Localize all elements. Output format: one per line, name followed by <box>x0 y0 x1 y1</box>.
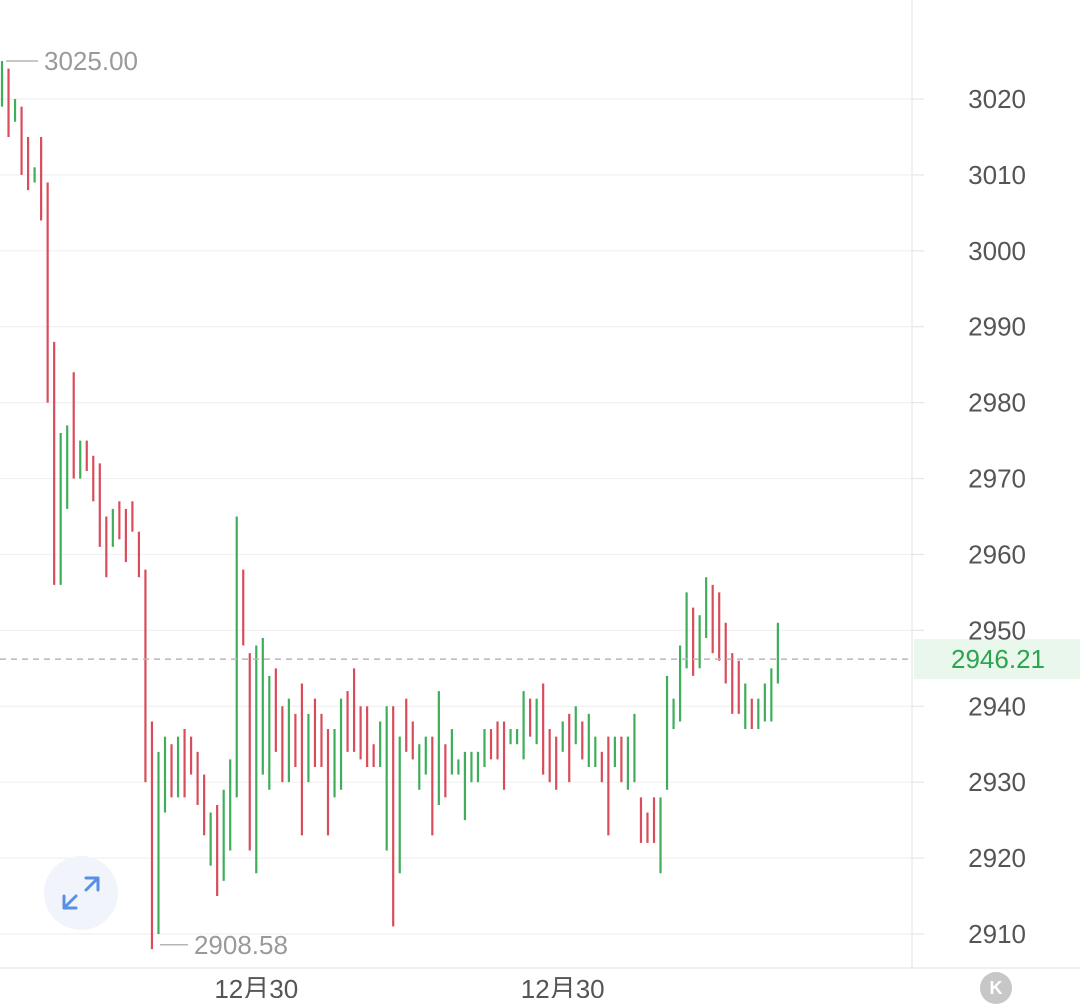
y-tick-label: 2910 <box>968 919 1026 949</box>
high-label: 3025.00 <box>44 46 138 76</box>
grid-layer <box>0 98 912 935</box>
k-icon: K <box>989 978 1003 998</box>
y-tick-label: 2980 <box>968 388 1026 418</box>
bars-layer <box>0 61 779 950</box>
last-price-label: 2946.21 <box>951 644 1045 674</box>
expand-arrows-icon <box>62 876 100 910</box>
x-tick-label: 12月30 <box>521 974 605 998</box>
last-price-badge <box>914 639 1080 680</box>
y-tick-label: 2930 <box>968 767 1026 797</box>
y-tick-label: 2920 <box>968 843 1026 873</box>
annotation-layer: 2946.21 3025.00 2908.58 <box>0 46 1080 960</box>
y-tick-label: 2990 <box>968 312 1026 342</box>
y-tick-label: 3010 <box>968 160 1026 190</box>
y-tick-label: 2960 <box>968 539 1026 569</box>
y-tick-label: 3020 <box>968 84 1026 114</box>
y-tick-label: 2950 <box>968 615 1026 645</box>
y-tick-label: 3000 <box>968 236 1026 266</box>
y-tick-label: 2970 <box>968 464 1026 494</box>
y-tick-label: 2940 <box>968 691 1026 721</box>
expand-chart-button[interactable] <box>44 856 118 930</box>
k-line-toggle-button[interactable]: K <box>980 972 1012 1004</box>
x-tick-label: 12月30 <box>214 974 298 998</box>
low-label: 2908.58 <box>194 930 288 960</box>
